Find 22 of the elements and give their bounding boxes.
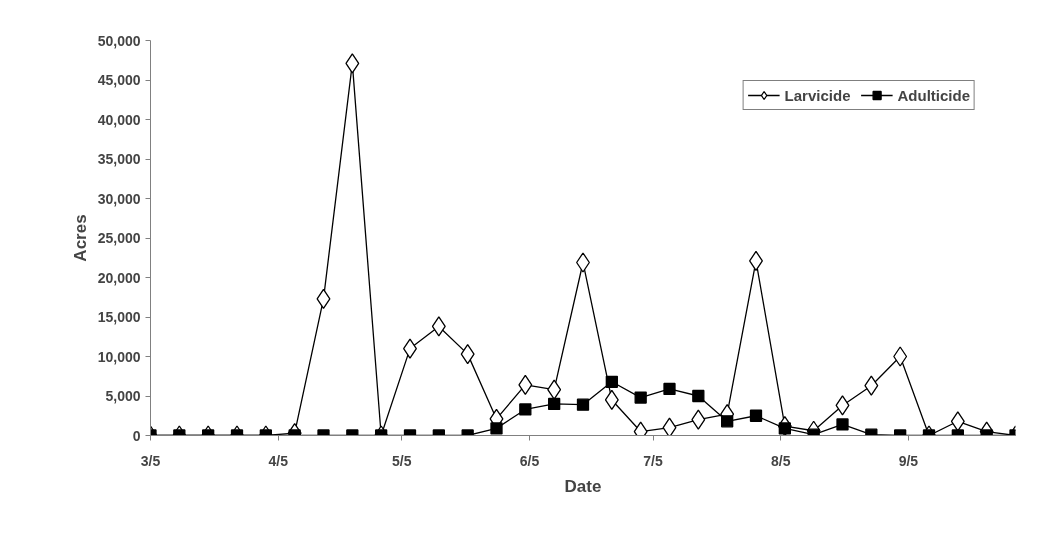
y-tick-label: 25,000 (97, 230, 141, 246)
x-tick-label: 6/5 (519, 452, 540, 469)
x-tick-label: 4/5 (268, 452, 289, 469)
x-tick-label: 5/5 (392, 452, 412, 469)
y-tick-label: 30,000 (97, 190, 141, 207)
y-tick-label: 50,000 (97, 32, 141, 49)
y-tick-label: 15,000 (97, 309, 141, 325)
y-tick-label: 40,000 (97, 111, 141, 128)
y-tick-label: 45,000 (97, 72, 141, 88)
x-tick-label: 7/5 (643, 452, 663, 469)
y-tick-label: 5,000 (105, 388, 141, 404)
y-tick-label: 10,000 (97, 348, 141, 365)
x-axis-title: Date (564, 476, 602, 496)
x-tick-label: 3/5 (140, 452, 161, 469)
legend-label: Adulticide (897, 86, 970, 104)
x-tick-label: 9/5 (898, 452, 919, 469)
y-axis-title: Acres (70, 214, 90, 262)
y-tick-label: 20,000 (97, 269, 141, 286)
y-tick-label: 35,000 (97, 151, 141, 167)
legend-label: Larvicide (784, 86, 851, 104)
x-tick-label: 8/5 (770, 452, 791, 469)
y-tick-label: 0 (132, 427, 141, 444)
